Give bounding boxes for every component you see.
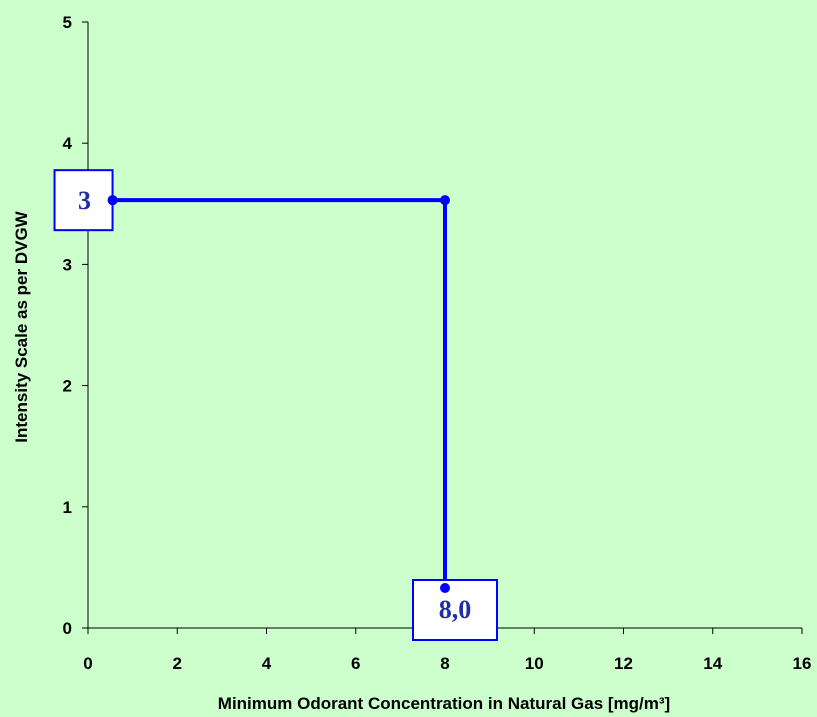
- x-axis: 0 2 4 6 8 10 12 14 16: [83, 627, 812, 673]
- y-tick-label-5: 5: [63, 13, 72, 32]
- x-tick-label-8: 16: [793, 654, 812, 673]
- x-tick-label-5: 10: [525, 654, 544, 673]
- annotations: 38,0: [53, 169, 498, 642]
- x-tick-label-2: 4: [262, 654, 272, 673]
- callout-point-0: [107, 195, 118, 206]
- callout-box-1: [412, 579, 498, 642]
- y-tick-label-3: 3: [63, 255, 72, 274]
- x-tick-label-3: 6: [351, 654, 360, 673]
- x-axis-title: Minimum Odorant Concentration in Natural…: [218, 694, 670, 713]
- x-tick-label-4: 8: [440, 654, 449, 673]
- y-axis: 0 1 2 3 4 5: [63, 13, 89, 638]
- series-line-0: [112, 198, 447, 589]
- y-tick-label-2: 2: [63, 377, 72, 396]
- y-tick-label-4: 4: [63, 134, 73, 153]
- callout-0: 3: [53, 169, 118, 232]
- x-tick-label-0: 0: [83, 654, 92, 673]
- y-axis-title: Intensity Scale as per DVGW: [12, 210, 31, 442]
- callout-label-0: 3: [78, 186, 91, 215]
- series: [107, 195, 450, 594]
- y-tick-label-1: 1: [63, 498, 72, 517]
- y-tick-label-0: 0: [63, 619, 72, 638]
- callout-box-0: [53, 169, 114, 232]
- x-tick-label-1: 2: [173, 654, 182, 673]
- data-point-0-1: [440, 195, 450, 206]
- x-tick-label-6: 12: [614, 654, 633, 673]
- x-tick-label-7: 14: [703, 654, 722, 673]
- callout-point-1: [440, 583, 450, 594]
- callout-1: 8,0: [412, 579, 498, 642]
- callout-label-1: 8,0: [439, 595, 472, 624]
